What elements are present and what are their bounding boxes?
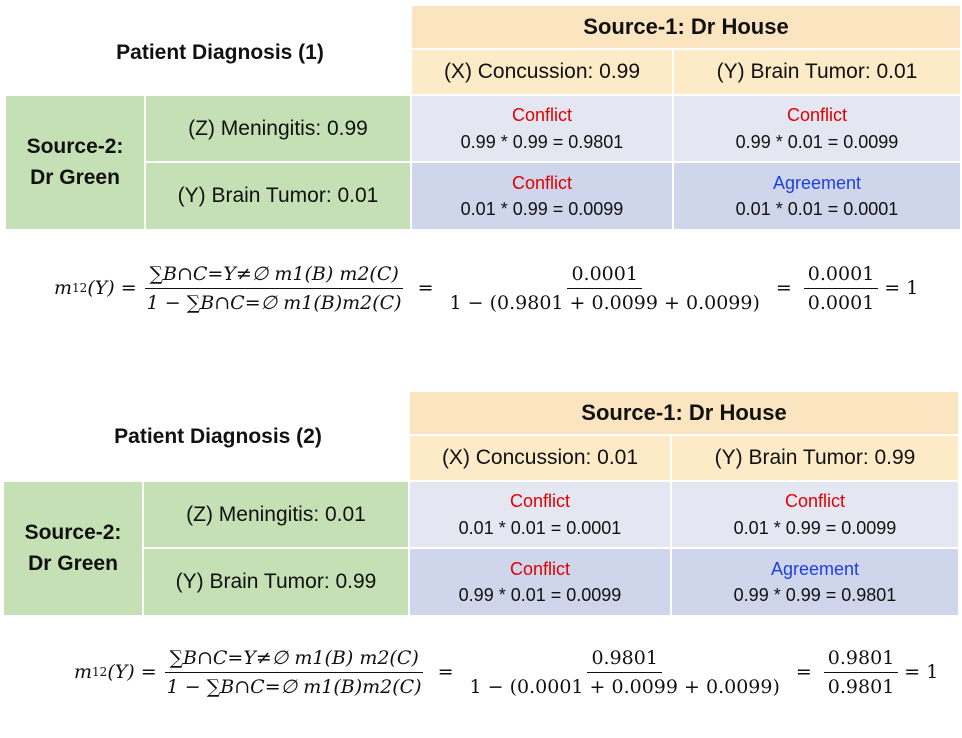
formula-denominator: 0.0001 — [807, 291, 875, 314]
formula-lhs-arg: (Y) = — [107, 661, 157, 683]
source1-hyp-y: (Y) Brain Tumor: 0.99 — [672, 436, 958, 480]
cell-y-y: Agreement 0.99 * 0.99 = 0.9801 — [672, 549, 958, 615]
source2-hyp-y: (Y) Brain Tumor: 0.01 — [146, 163, 410, 229]
cell-z-x: Conflict 0.01 * 0.01 = 0.0001 — [410, 482, 670, 547]
cell-calc: 0.01 * 0.01 = 0.0001 — [735, 199, 899, 219]
formula-lhs-arg: (Y) = — [87, 277, 137, 299]
combination-formula: m 12 (Y) = ∑B∩C=Y≠∅ m1(B) m2(C) 1 − ∑B∩C=∅… — [54, 262, 919, 314]
formula-fraction-1: ∑B∩C=Y≠∅ m1(B) m2(C) 1 − ∑B∩C=∅ m1(B)m2(… — [163, 647, 426, 698]
formula-numerator: 0.9801 — [823, 647, 899, 673]
panel-title: Patient Diagnosis (1) — [116, 41, 324, 64]
source2-line-1: Source-2: — [24, 521, 122, 545]
formula-numerator: 0.9801 — [587, 647, 662, 673]
source2-header: Source-2: Dr Green — [6, 96, 144, 229]
source1-hyp-x: (X) Concussion: 0.99 — [412, 50, 672, 94]
source1-hyp-y: (Y) Brain Tumor: 0.01 — [674, 50, 960, 94]
formula-result: = 1 — [904, 661, 939, 683]
cell-calc: 0.99 * 0.01 = 0.0099 — [735, 131, 899, 152]
formula-fraction-3: 0.0001 0.0001 — [803, 263, 879, 314]
combination-formula: m 12 (Y) = ∑B∩C=Y≠∅ m1(B) m2(C) 1 − ∑B∩C=∅… — [74, 646, 939, 698]
formula-denominator: 1 − ∑B∩C=∅ m1(B)m2(C) — [146, 291, 402, 314]
cell-y-y: Agreement 0.01 * 0.01 = 0.0001 — [674, 163, 960, 229]
formula-numerator: 0.0001 — [567, 263, 642, 289]
cell-z-x: Conflict 0.99 * 0.99 = 0.9801 — [412, 96, 672, 161]
cell-label: Agreement — [770, 558, 860, 579]
formula-denominator: 1 − (0.9801 + 0.0099 + 0.0099) — [449, 291, 760, 314]
cell-calc: 0.99 * 0.01 = 0.0099 — [458, 585, 622, 605]
formula-fraction-3: 0.9801 0.9801 — [823, 647, 899, 698]
source2-line-2: Dr Green — [30, 165, 120, 189]
cell-label: Conflict — [511, 172, 573, 193]
diagnosis-panel-1: Patient Diagnosis (1) Source-1: Dr House… — [0, 0, 962, 352]
formula-result: = 1 — [884, 277, 919, 299]
panel-title: Patient Diagnosis (2) — [114, 425, 322, 448]
formula-numerator: ∑B∩C=Y≠∅ m1(B) m2(C) — [165, 647, 423, 673]
cell-z-y: Conflict 0.01 * 0.99 = 0.0099 — [672, 482, 958, 547]
source2-header: Source-2: Dr Green — [4, 482, 142, 615]
source2-hyp-z: (Z) Meningitis: 0.99 — [146, 96, 410, 161]
formula-numerator: ∑B∩C=Y≠∅ m1(B) m2(C) — [145, 263, 403, 289]
cell-label: Conflict — [511, 105, 573, 126]
cell-calc: 0.99 * 0.99 = 0.9801 — [733, 585, 897, 605]
cell-y-x: Conflict 0.99 * 0.01 = 0.0099 — [410, 549, 670, 615]
formula-lhs: m — [74, 661, 93, 683]
cell-y-x: Conflict 0.01 * 0.99 = 0.0099 — [412, 163, 672, 229]
cell-z-y: Conflict 0.99 * 0.01 = 0.0099 — [674, 96, 960, 161]
cell-label: Conflict — [786, 105, 848, 126]
formula-lhs-sub: 12 — [72, 281, 88, 295]
formula-numerator: 0.0001 — [803, 263, 879, 289]
source1-hyp-x: (X) Concussion: 0.01 — [410, 436, 670, 480]
formula-denominator: 1 − (0.0001 + 0.0099 + 0.0099) — [469, 675, 780, 698]
cell-calc: 0.01 * 0.01 = 0.0001 — [458, 517, 622, 538]
cell-label: Agreement — [772, 172, 862, 193]
formula-lhs: m — [54, 277, 73, 299]
cell-label: Conflict — [509, 558, 571, 579]
cell-calc: 0.01 * 0.99 = 0.0099 — [460, 199, 624, 219]
formula-denominator: 0.9801 — [827, 675, 895, 698]
formula-denominator: 1 − ∑B∩C=∅ m1(B)m2(C) — [166, 675, 422, 698]
diagnosis-panel-2: Patient Diagnosis (2) Source-1: Dr House… — [0, 386, 962, 738]
cell-calc: 0.99 * 0.99 = 0.9801 — [460, 131, 624, 152]
source2-line-1: Source-2: — [26, 135, 124, 159]
source1-header: Source-1: Dr House — [410, 392, 958, 434]
cell-label: Conflict — [784, 491, 846, 512]
source2-line-2: Dr Green — [28, 551, 118, 575]
cell-calc: 0.01 * 0.99 = 0.0099 — [733, 517, 897, 538]
source2-hyp-y: (Y) Brain Tumor: 0.99 — [144, 549, 408, 615]
formula-fraction-2: 0.9801 1 − (0.0001 + 0.0099 + 0.0099) — [466, 647, 784, 698]
source2-hyp-z: (Z) Meningitis: 0.01 — [144, 482, 408, 547]
cell-label: Conflict — [509, 491, 571, 512]
formula-lhs-sub: 12 — [92, 665, 108, 679]
formula-fraction-2: 0.0001 1 − (0.9801 + 0.0099 + 0.0099) — [446, 263, 764, 314]
formula-fraction-1: ∑B∩C=Y≠∅ m1(B) m2(C) 1 − ∑B∩C=∅ m1(B)m2(… — [143, 263, 406, 314]
source1-header: Source-1: Dr House — [412, 6, 960, 48]
